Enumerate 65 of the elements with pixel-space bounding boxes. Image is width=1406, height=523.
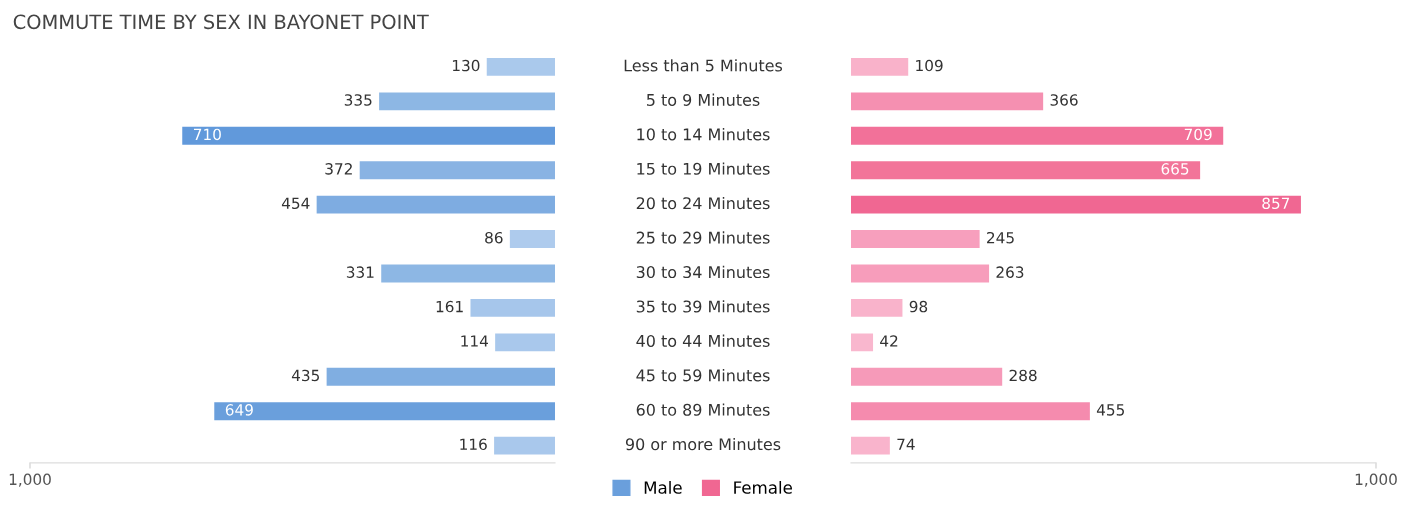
data-label: 130: [452, 59, 480, 72]
bar: [379, 92, 555, 111]
y-tick-label: 25 to 29 Minutes: [636, 231, 770, 244]
bar: [851, 333, 874, 352]
bar: [851, 230, 980, 249]
data-label: 335: [344, 94, 372, 106]
x-tick-label: 1,000: [1355, 473, 1397, 487]
bar: [851, 264, 990, 283]
data-label: 455: [1096, 404, 1124, 416]
bar: [214, 402, 555, 421]
data-label: 366: [1050, 94, 1078, 106]
bar: [381, 264, 555, 283]
data-label: 263: [996, 266, 1024, 278]
bar: [495, 333, 555, 352]
data-label: 114: [461, 335, 488, 347]
data-label: 42: [880, 335, 898, 347]
data-label: 74: [897, 438, 915, 450]
bar: [851, 161, 1201, 180]
bar: [851, 402, 1090, 421]
bar: [494, 436, 555, 455]
bar: [359, 161, 555, 180]
chart-title: COMMUTE TIME BY SEX IN BAYONET POINT: [13, 14, 429, 30]
legend-label: Male: [644, 480, 682, 494]
y-tick-label: 45 to 59 Minutes: [636, 369, 770, 382]
data-label: 109: [916, 59, 943, 72]
data-label: 116: [460, 438, 487, 451]
data-label: 649: [225, 404, 253, 416]
bar: [851, 57, 909, 76]
data-label: 245: [987, 231, 1014, 244]
bar: [182, 126, 555, 145]
bar: [851, 195, 1301, 214]
bar: [509, 230, 555, 249]
bar: [851, 298, 903, 317]
x-tick-label: 1,000: [9, 473, 51, 487]
y-tick-label: Less than 5 Minutes: [624, 59, 783, 72]
data-label: 710: [194, 128, 221, 141]
bar: [851, 436, 890, 455]
data-label: 665: [1161, 163, 1189, 175]
bar: [486, 57, 555, 76]
legend-label: Female: [734, 480, 792, 494]
bar: [326, 367, 555, 386]
data-label: 857: [1262, 197, 1290, 210]
y-tick-label: 5 to 9 Minutes: [647, 93, 760, 106]
y-tick-label: 35 to 39 Minutes: [636, 300, 770, 313]
data-label: 454: [281, 197, 310, 210]
data-label: 98: [909, 300, 928, 313]
y-tick-label: 10 to 14 Minutes: [637, 128, 770, 141]
y-tick-label: 60 to 89 Minutes: [636, 403, 770, 416]
bar: [470, 298, 555, 317]
bar: [851, 367, 1003, 386]
bar: [316, 195, 555, 214]
bar: [851, 92, 1044, 111]
data-label: 331: [346, 266, 374, 278]
data-label: 372: [325, 163, 352, 175]
data-label: 86: [485, 231, 503, 244]
y-tick-label: 15 to 19 Minutes: [637, 162, 770, 175]
bar: [851, 126, 1224, 145]
y-tick-label: 20 to 24 Minutes: [636, 196, 770, 210]
y-tick-label: 30 to 34 Minutes: [636, 265, 770, 279]
data-label: 288: [1009, 369, 1037, 382]
y-tick-label: 40 to 44 Minutes: [636, 334, 770, 347]
y-tick-label: 90 or more Minutes: [625, 437, 781, 451]
data-label: 709: [1184, 128, 1212, 141]
data-label: 435: [291, 369, 319, 382]
data-label: 161: [436, 300, 463, 313]
